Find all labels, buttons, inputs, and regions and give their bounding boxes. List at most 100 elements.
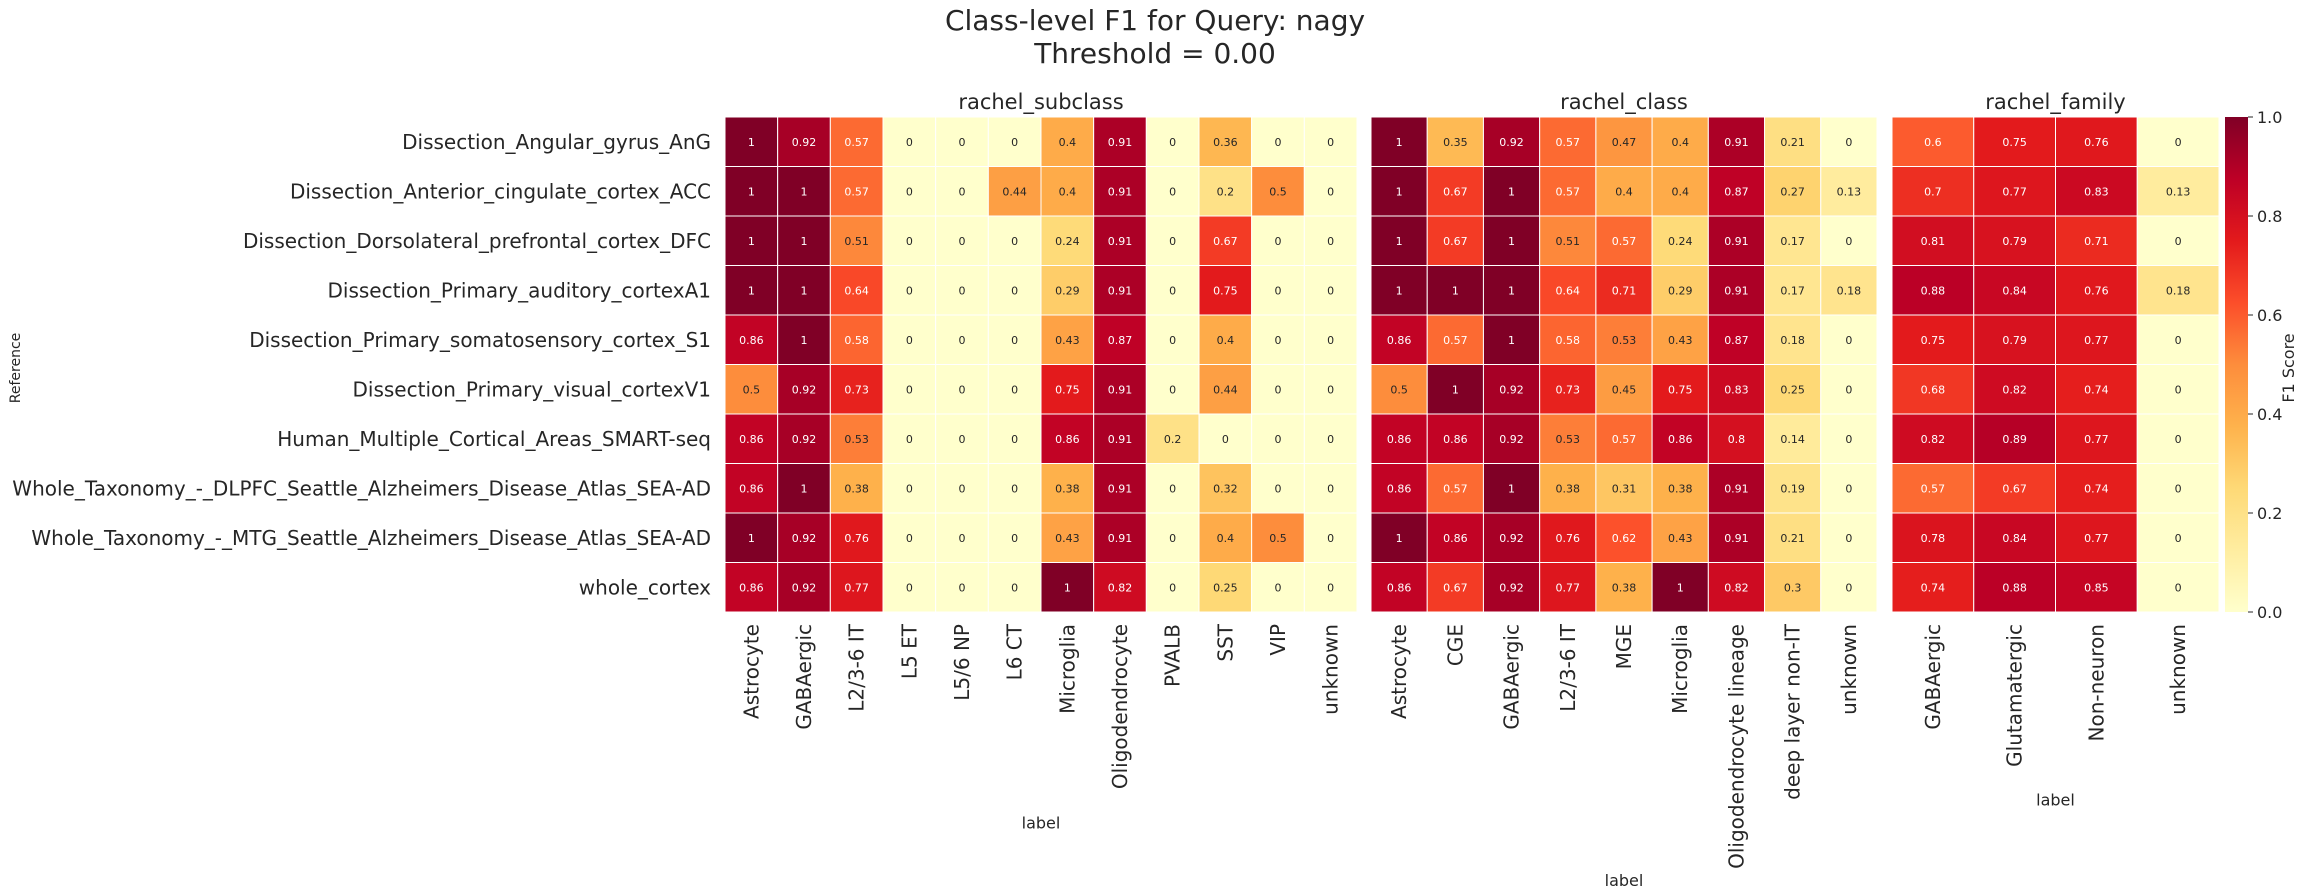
cell-value-label: 0.92 (1499, 383, 1524, 396)
cell-value-label: 0.86 (739, 334, 764, 347)
heatmap-cell (1251, 265, 1305, 316)
heatmap-cell (1251, 166, 1305, 217)
heatmap-cell (1595, 314, 1653, 365)
heatmap-cell (1539, 215, 1597, 266)
cell-value-label: 0 (1011, 433, 1018, 446)
heatmap-cell (829, 215, 884, 266)
cell-value-label: 0.67 (1443, 185, 1468, 198)
heatmap-cell (1426, 413, 1484, 464)
cell-value-label: 0.53 (844, 433, 869, 446)
cell-value-label: 0 (1327, 482, 1334, 495)
cell-value-label: 0.4 (1217, 532, 1235, 545)
heatmap-cell (1707, 314, 1766, 365)
cell-value-label: 0.58 (1556, 334, 1581, 347)
cell-value-label: 0.91 (1108, 185, 1133, 198)
cell-value-label: 0 (906, 136, 913, 149)
row-label: Whole_Taxonomy_-_DLPFC_Seattle_Alzheimer… (12, 476, 711, 500)
heatmap-cell (1303, 512, 1358, 563)
heatmap-cell (1539, 512, 1597, 563)
cell-value-label: 0.14 (1780, 433, 1805, 446)
heatmap-cell (1707, 512, 1766, 563)
heatmap-cell (1973, 463, 2056, 514)
cell-value-label: 0 (1169, 235, 1176, 248)
column-label: GABAergic (792, 624, 816, 730)
heatmap-cell (2136, 215, 2220, 266)
heatmap-cell (1303, 265, 1358, 316)
heatmap-cell (1251, 562, 1305, 613)
cell-value-label: 0.83 (1724, 383, 1749, 396)
cell-value-label: 0 (1011, 581, 1018, 594)
cell-value-label: 0 (959, 136, 966, 149)
heatmap-cell (1891, 314, 1975, 365)
cell-value-label: 0.5 (1269, 185, 1287, 198)
heatmap-cell (724, 562, 779, 613)
cell-value-label: 0.57 (1443, 334, 1468, 347)
cell-value-label: 0 (1011, 532, 1018, 545)
heatmap-cell (724, 314, 779, 365)
cell-value-label: 0.73 (1556, 383, 1581, 396)
cell-value-label: 0.87 (1108, 334, 1133, 347)
heatmap-cell (1093, 562, 1147, 613)
cell-value-label: 0.77 (2084, 334, 2109, 347)
cell-value-label: 0.67 (2002, 482, 2027, 495)
cell-value-label: 1 (1508, 334, 1515, 347)
heatmap-cell (1198, 166, 1253, 217)
heatmap-cell (1426, 116, 1484, 167)
heatmap-cell (2055, 562, 2138, 613)
cell-value-label: 0 (2175, 482, 2182, 495)
cell-value-label: 0.57 (1556, 185, 1581, 198)
heatmap-cell (1093, 116, 1147, 167)
cell-value-label: 0.62 (1612, 532, 1637, 545)
heatmap-cell (1820, 116, 1878, 167)
cell-value-label: 0 (1275, 284, 1282, 297)
cell-value-label: 0.87 (1724, 334, 1749, 347)
cell-value-label: 0.82 (1108, 581, 1133, 594)
heatmap-cell (882, 364, 937, 415)
column-label: Oligodendrocyte lineage (1724, 624, 1748, 869)
x-axis-label: label (2036, 791, 2075, 810)
heatmap-cell (1370, 215, 1428, 266)
heatmap-cell (935, 413, 989, 464)
heatmap-cell (935, 166, 989, 217)
cell-value-label: 1 (801, 185, 808, 198)
heatmap-cell (882, 562, 937, 613)
heatmap-cell (2055, 314, 2138, 365)
cell-value-label: 0.4 (1059, 136, 1077, 149)
cell-value-label: 0.35 (1443, 136, 1468, 149)
colorbar-gradient (2225, 117, 2248, 612)
cell-value-label: 0 (1275, 136, 1282, 149)
cell-value-label: 0 (1845, 136, 1852, 149)
cell-value-label: 0 (906, 235, 913, 248)
cell-value-label: 0.32 (1213, 482, 1238, 495)
heatmap-cell (777, 116, 831, 167)
heatmap-cell (1539, 265, 1597, 316)
cell-value-label: 0.91 (1108, 433, 1133, 446)
row-label: Dissection_Anterior_cingulate_cortex_ACC (290, 179, 711, 203)
cell-value-label: 0.53 (1612, 334, 1637, 347)
cell-value-label: 1 (1508, 482, 1515, 495)
heatmap-cell (1093, 166, 1147, 217)
cell-value-label: 0.86 (1387, 334, 1412, 347)
cell-value-label: 0.78 (1921, 532, 1946, 545)
cell-value-label: 0 (1169, 136, 1176, 149)
heatmap-cell (1426, 512, 1484, 563)
heatmap-cell (1891, 413, 1975, 464)
cell-value-label: 0.84 (2002, 532, 2027, 545)
chart-subtitle: Threshold = 0.00 (1033, 37, 1276, 70)
heatmap-cell (724, 265, 779, 316)
heatmap-cell (1370, 413, 1428, 464)
heatmap-cell (1040, 215, 1095, 266)
heatmap-cell (1198, 265, 1253, 316)
column-label: Non-neuron (2084, 624, 2108, 741)
cell-value-label: 0 (959, 235, 966, 248)
cell-value-label: 0 (1845, 334, 1852, 347)
cell-value-label: 0.92 (792, 136, 817, 149)
heatmap-cell (1595, 215, 1653, 266)
cell-value-label: 0 (1275, 383, 1282, 396)
row-label: Dissection_Angular_gyrus_AnG (402, 130, 711, 154)
heatmap-cell (1251, 512, 1305, 563)
heatmap-cell (1303, 364, 1358, 415)
cell-value-label: 0.74 (1921, 581, 1946, 594)
heatmap-cell (1539, 463, 1597, 514)
